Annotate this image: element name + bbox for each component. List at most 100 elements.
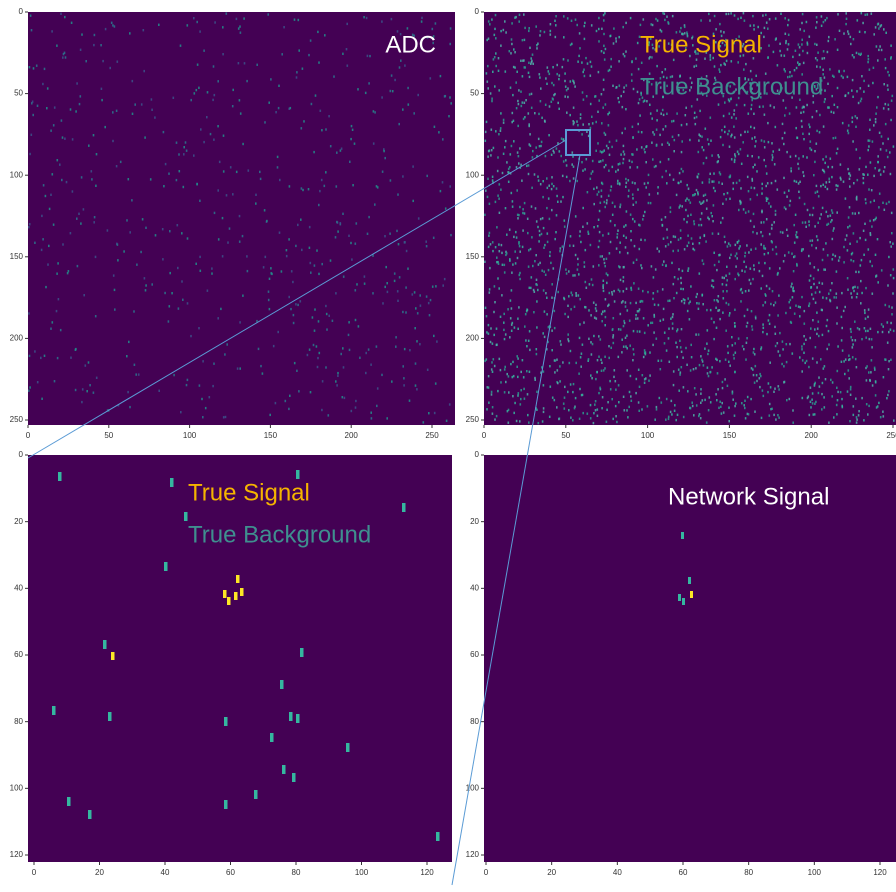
y-tick-label: 150 [10,252,24,261]
pixel [604,206,606,208]
pixel [547,187,549,189]
pixel [64,16,66,18]
pixel [491,391,493,393]
pixel [873,33,875,35]
pixel [588,338,590,340]
pixel [288,238,290,240]
pixel [850,292,852,294]
pixel [830,158,832,160]
pixel [769,233,771,235]
pixel [509,50,511,52]
pixel [808,123,810,125]
pixel [514,17,516,19]
pixel [649,351,651,353]
pixel [563,15,565,17]
pixel [309,349,311,351]
pixel [567,96,569,98]
pixel [551,330,553,332]
pixel [801,348,803,350]
pixel [762,14,764,16]
pixel [618,60,620,62]
pixel [658,304,660,306]
pixel [163,185,165,187]
pixel [226,343,228,345]
pixel [763,36,765,38]
pixel [693,65,695,67]
pixel [694,112,696,114]
pixel [769,362,771,364]
pixel [620,328,622,330]
pixel [713,286,715,288]
pixel [835,296,837,298]
pixel [643,317,645,319]
pixel [715,358,717,360]
pixel [511,192,513,194]
pixel [529,133,531,135]
pixel [41,215,43,217]
pixel [680,282,682,284]
pixel [505,31,507,33]
pixel [209,396,211,398]
pixel [813,101,815,103]
pixel [681,300,683,302]
pixel [763,245,765,247]
pixel [889,151,891,153]
pixel [541,141,543,143]
pixel [802,50,804,52]
pixel [514,250,516,252]
pixel [819,66,821,68]
pixel [737,273,739,275]
y-tick-label: 50 [14,89,23,98]
pixel [815,57,817,59]
pixel [887,394,889,396]
pixel [697,176,699,178]
pixel [654,315,656,317]
pixel [546,83,548,85]
pixel [372,292,374,294]
pixel [797,137,799,139]
pixel [771,159,773,161]
pixel [503,322,505,324]
pixel [821,25,823,27]
pixel [390,179,392,181]
pixel [660,368,662,370]
pixel [751,104,753,106]
pixel [296,470,300,479]
pixel [127,391,129,393]
pixel [799,197,801,199]
pixel [584,168,586,170]
pixel [205,407,207,409]
pixel [630,214,632,216]
pixel [605,48,607,50]
pixel [825,19,827,21]
pixel [625,186,627,188]
pixel [856,148,858,150]
pixel [652,298,654,300]
pixel [516,366,518,368]
pixel [145,227,147,229]
pixel [849,206,851,208]
pixel [856,196,858,198]
pixel [830,379,832,381]
pixel [769,403,771,405]
pixel [850,394,852,396]
pixel [53,124,55,126]
pixel [710,309,712,311]
pixel [493,58,495,60]
pixel [771,408,773,410]
pixel [234,592,238,600]
pixel [782,340,784,342]
pixel [522,75,524,77]
pixel [801,126,803,128]
pixel [506,252,508,254]
pixel [827,83,829,85]
pixel [624,127,626,129]
pixel [886,397,888,399]
y-tick-label: 20 [14,517,23,526]
pixel [801,345,803,347]
pixel [670,211,672,213]
pixel [50,328,52,330]
pixel [538,113,540,115]
y-tick-label: 200 [466,334,480,343]
x-tick-label: 150 [264,431,278,440]
